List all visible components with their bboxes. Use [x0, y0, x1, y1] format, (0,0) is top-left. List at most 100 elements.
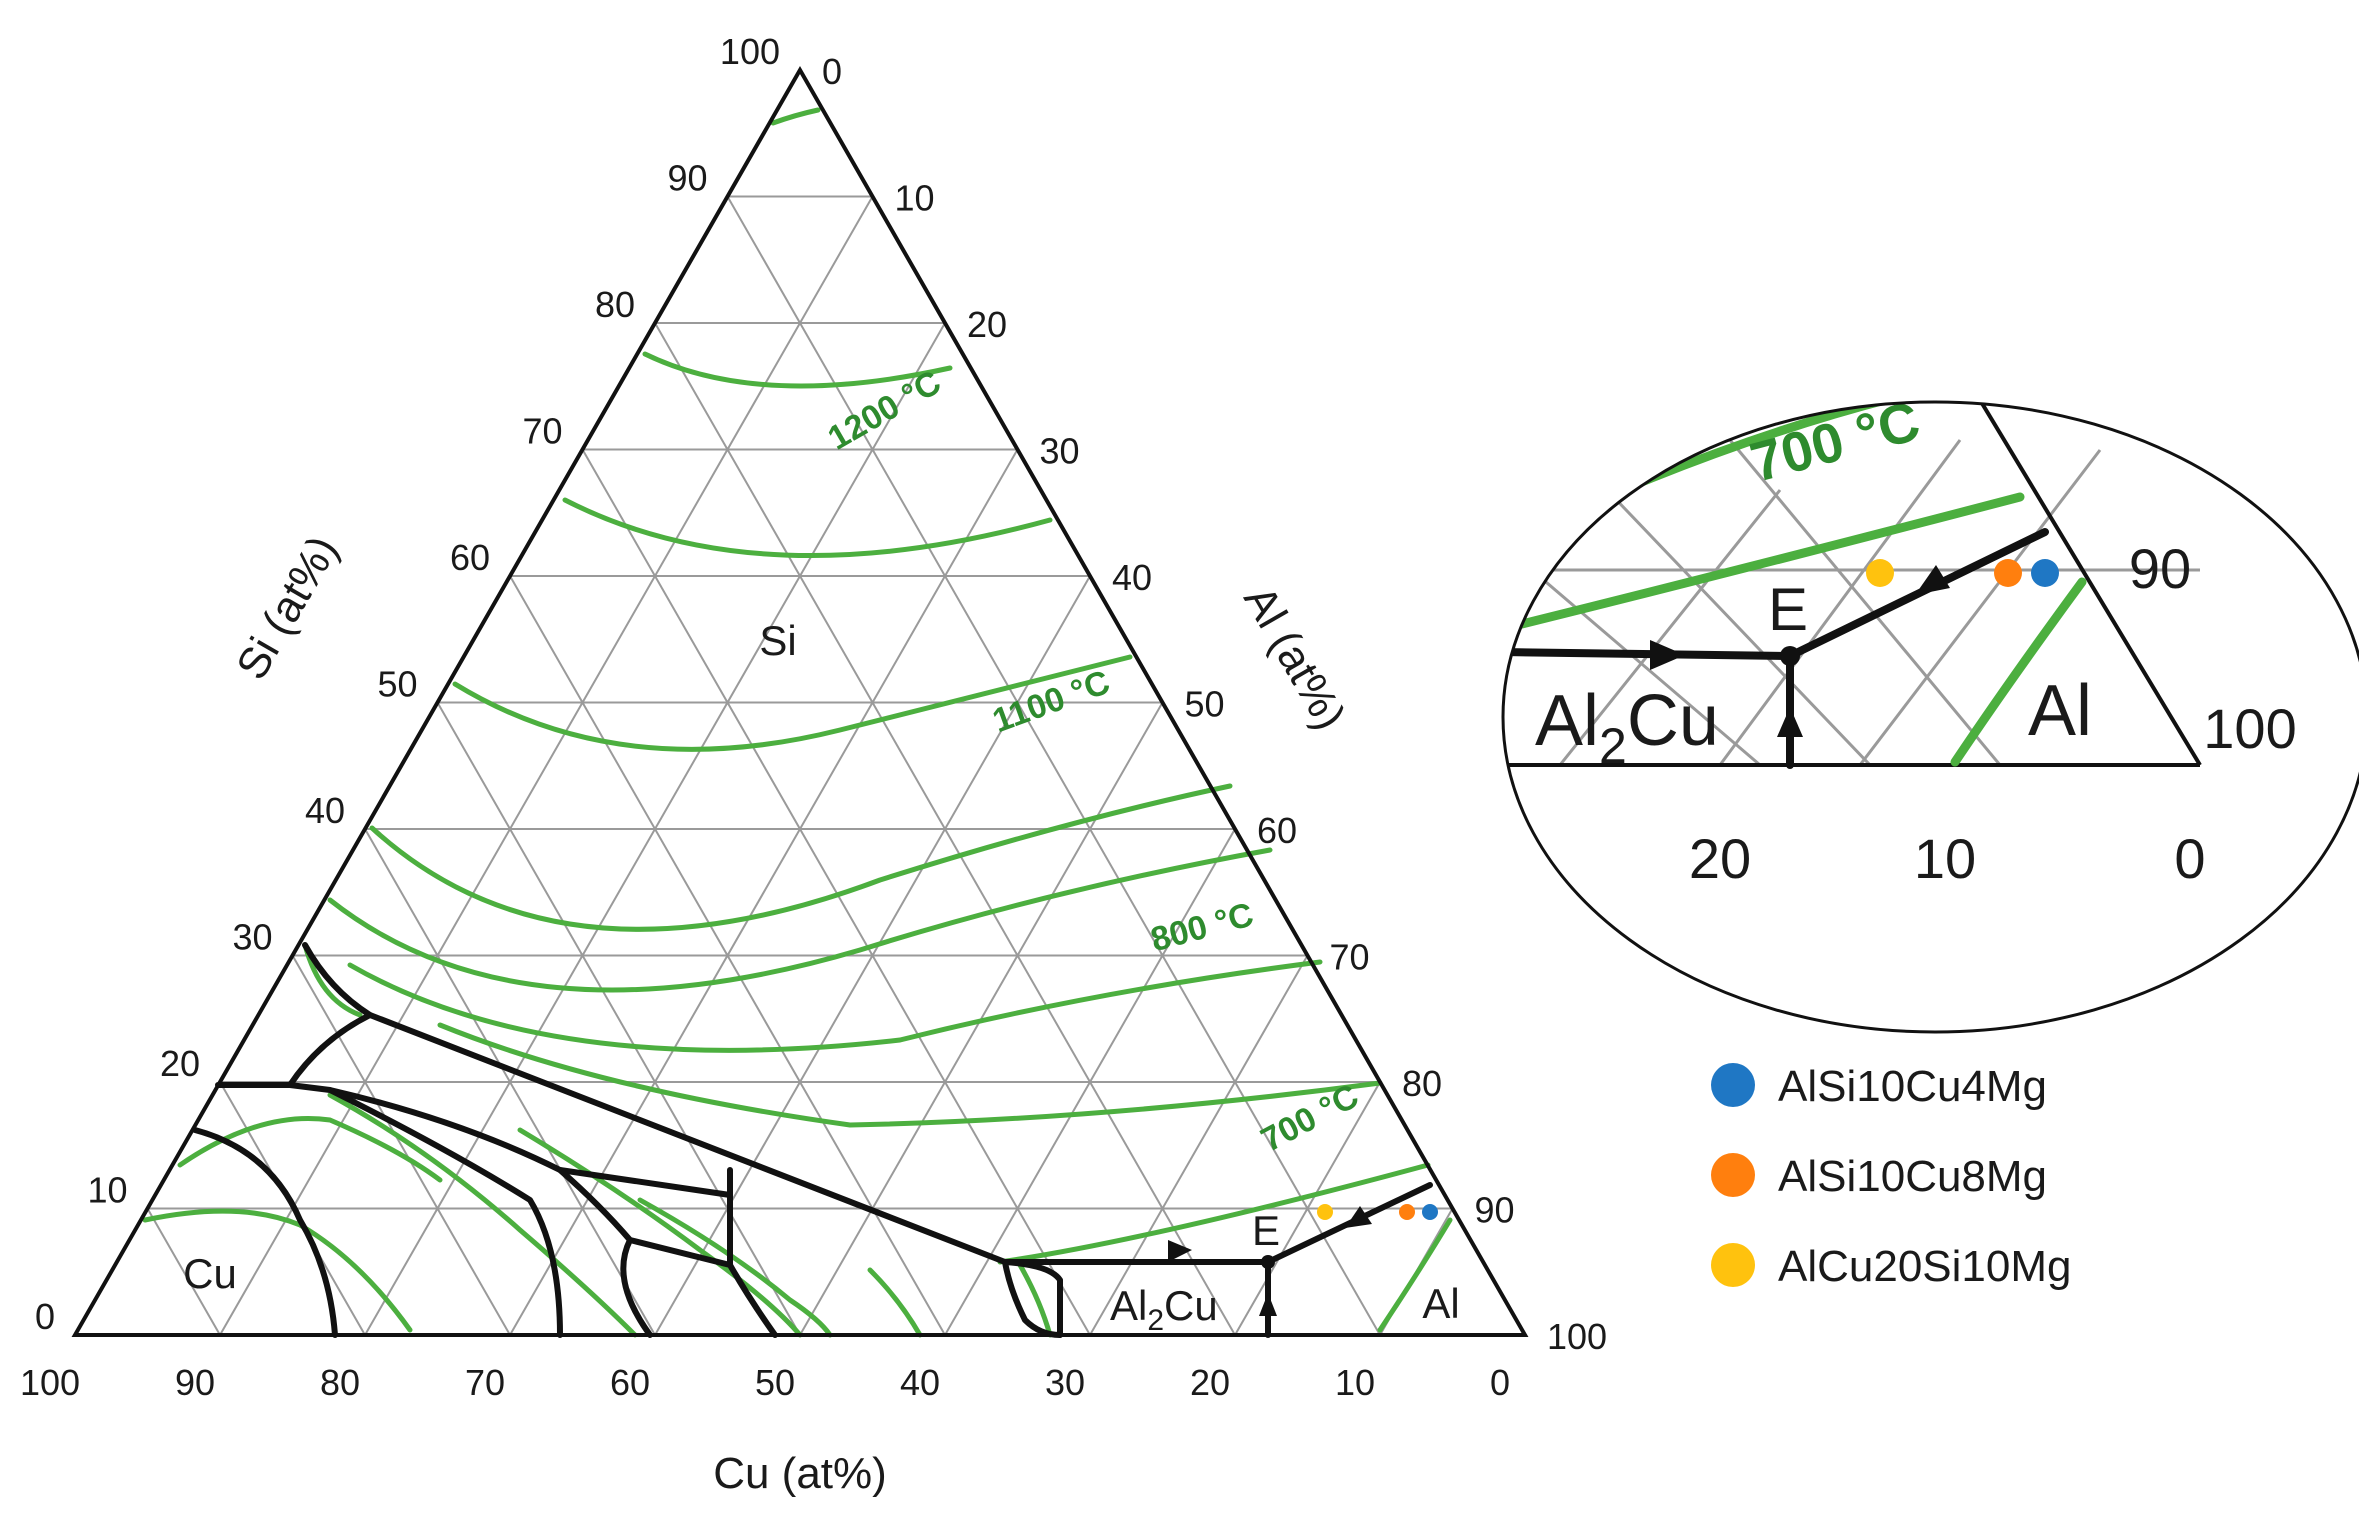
isotherm-curve — [637, 1197, 833, 1338]
grid-line — [726, 196, 1381, 1336]
al2cu-tail: Cu — [1164, 1282, 1218, 1329]
al-tick-label: 30 — [1040, 431, 1080, 472]
isotherm-curve — [1017, 1262, 1053, 1338]
isotherm-curve — [517, 1127, 803, 1338]
main-tick-labels: 100 90 80 70 60 50 40 30 20 10 0010203040506070809… — [20, 31, 1607, 1403]
isotherm-curve — [437, 1022, 1383, 1128]
inset-eutectic-point — [1780, 646, 1800, 666]
boundary-line — [727, 1167, 778, 1338]
grid-line — [944, 828, 1236, 1336]
legend-swatch — [1711, 1153, 1755, 1197]
cu-tick-label: 80 — [320, 1362, 360, 1403]
isotherm-curve — [770, 107, 821, 126]
isotherm-curve — [562, 497, 1053, 559]
cu-tick-label: 30 — [1045, 1362, 1085, 1403]
inset-boundary — [1503, 648, 1794, 660]
inset-bottom-ticks: 20 10 0 — [1689, 827, 2206, 890]
isotherm-curve — [347, 959, 1323, 1053]
legend-swatch — [1711, 1243, 1755, 1287]
si-tick-label: 30 — [232, 917, 272, 958]
al-tick-label: 60 — [1257, 810, 1297, 851]
inset-isotherm — [1505, 492, 2025, 632]
alloy-marker — [1422, 1204, 1438, 1220]
phase-label-al2cu: Al2Cu — [1110, 1282, 1218, 1337]
al2cu-main: Al — [1110, 1282, 1147, 1329]
inset-bottom-tick: 20 — [1689, 827, 1751, 890]
grid-line — [436, 702, 801, 1336]
inset-arrow — [1650, 640, 1685, 670]
main-alloy-markers — [1317, 1204, 1438, 1220]
inset-alloy-marker — [2031, 559, 2059, 587]
al-tick-label: 100 — [1547, 1316, 1607, 1357]
inset-grid-line — [1718, 439, 1962, 766]
isotherm-curve — [327, 847, 1273, 993]
legend-label: AlCu20Si10Mg — [1778, 1242, 2072, 1291]
inset-phase-al: Al — [2028, 671, 2092, 751]
si-axis-title: Si (at%) — [227, 528, 348, 688]
legend-swatch — [1711, 1063, 1755, 1107]
si-tick-label: 50 — [377, 664, 417, 705]
boundary-line — [192, 1127, 338, 1338]
cu-axis-title: Cu (at%) — [713, 1449, 887, 1498]
si-tick-label: 20 — [160, 1043, 200, 1084]
inset-bottom-tick: 0 — [2174, 827, 2205, 890]
inset-isotherm — [1950, 577, 2087, 767]
alloy-marker — [1317, 1204, 1333, 1220]
alloy-marker — [1399, 1204, 1415, 1220]
inset-grid-lines — [1503, 402, 2202, 767]
isotherm-label-800: 800 °C — [1147, 896, 1258, 960]
grid-line — [581, 449, 1091, 1336]
main-isotherm-curves — [142, 107, 1453, 1338]
inset-eutectic-label: E — [1768, 576, 1808, 643]
isotherm-curve — [642, 351, 953, 389]
isotherm-curve — [369, 783, 1233, 932]
isotherm-curve — [867, 1267, 923, 1338]
al-axis-title: Al (at%) — [1234, 578, 1355, 738]
inset-al2cu-tail: Cu — [1627, 681, 1719, 761]
grid-line — [1234, 1081, 1381, 1336]
boundary-line — [215, 1082, 733, 1198]
si-tick-label: 60 — [450, 537, 490, 578]
al-tick-label: 70 — [1330, 937, 1370, 978]
grid-line — [509, 449, 1019, 1336]
inset-arrow — [1777, 707, 1803, 737]
al-tick-label: 20 — [967, 304, 1007, 345]
inset-arrow — [1915, 565, 1950, 595]
al-tick-label: 40 — [1112, 557, 1152, 598]
arrow-head — [1168, 1240, 1192, 1262]
inset-tick-100: 100 — [2203, 697, 2296, 760]
cu-tick-label: 60 — [610, 1362, 650, 1403]
inset-tick-90: 90 — [2129, 537, 2191, 600]
inset-alloy-marker — [1994, 559, 2022, 587]
zoom-inset: 700 °C Al2Cu Al E — [1503, 402, 2202, 774]
cu-tick-label: 40 — [900, 1362, 940, 1403]
grid-line — [1089, 955, 1309, 1336]
inset-edge — [1978, 402, 2202, 767]
cu-tick-label: 10 — [1335, 1362, 1375, 1403]
legend-label: AlSi10Cu8Mg — [1778, 1152, 2047, 1201]
si-tick-label: 10 — [87, 1170, 127, 1211]
cu-tick-label: 70 — [465, 1362, 505, 1403]
grid-line — [364, 828, 656, 1336]
boundary-line — [287, 1012, 373, 1088]
al-tick-label: 0 — [822, 51, 842, 92]
si-tick-label: 100 — [720, 31, 780, 72]
si-tick-label: 90 — [667, 158, 707, 199]
boundary-line — [327, 1087, 563, 1338]
cu-tick-label: 20 — [1190, 1362, 1230, 1403]
isotherm-curve — [1377, 1217, 1453, 1333]
main-grid-lines — [146, 195, 1454, 1336]
inset-alloy-marker — [1866, 559, 1894, 587]
grid-line — [146, 1208, 221, 1336]
inset-al2cu-main: Al — [1535, 681, 1599, 761]
phase-label-cu: Cu — [183, 1250, 237, 1297]
legend-label: AlSi10Cu4Mg — [1778, 1062, 2047, 1111]
al-tick-label: 50 — [1185, 684, 1225, 725]
cu-tick-label: 90 — [175, 1362, 215, 1403]
si-tick-label: 0 — [35, 1296, 55, 1337]
main-triangle-frame — [71, 65, 1529, 1337]
inset-grid-line — [1503, 498, 1761, 767]
inset-grid-line — [1558, 489, 1782, 766]
